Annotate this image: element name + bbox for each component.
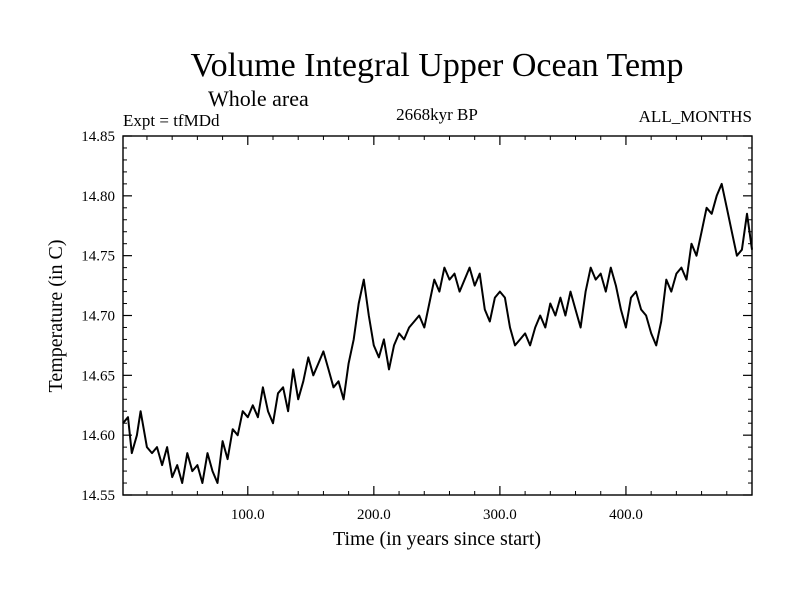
temperature-series-line xyxy=(122,182,753,484)
y-tick-label: 14.75 xyxy=(81,249,115,265)
y-tick-label: 14.80 xyxy=(81,189,115,205)
chart-title: Volume Integral Upper Ocean Temp xyxy=(191,47,684,84)
x-tick-label: 300.0 xyxy=(483,507,517,523)
chart-subtitle: Whole area xyxy=(208,86,309,111)
y-tick-label: 14.70 xyxy=(81,309,115,325)
x-tick-label: 400.0 xyxy=(609,507,643,523)
y-tick-label: 14.60 xyxy=(81,428,115,444)
months-label: ALL_MONTHS xyxy=(639,107,752,126)
period-label: 2668kyr BP xyxy=(396,105,478,124)
y-axis: 14.55 14.60 14.65 14.70 14.75 14.80 14.85 xyxy=(81,129,752,504)
y-axis-label: Temperature (in C) xyxy=(45,240,67,393)
x-axis: 100.0 200.0 300.0 400.0 xyxy=(146,136,728,523)
x-axis-label: Time (in years since start) xyxy=(333,528,541,550)
x-tick-label: 100.0 xyxy=(231,507,265,523)
x-tick-label: 200.0 xyxy=(357,507,391,523)
plot-frame xyxy=(122,135,753,496)
experiment-label: Expt = tfMDd xyxy=(123,111,220,130)
y-tick-label: 14.55 xyxy=(81,488,115,504)
y-tick-label: 14.65 xyxy=(81,368,115,384)
y-tick-label: 14.85 xyxy=(81,129,115,145)
